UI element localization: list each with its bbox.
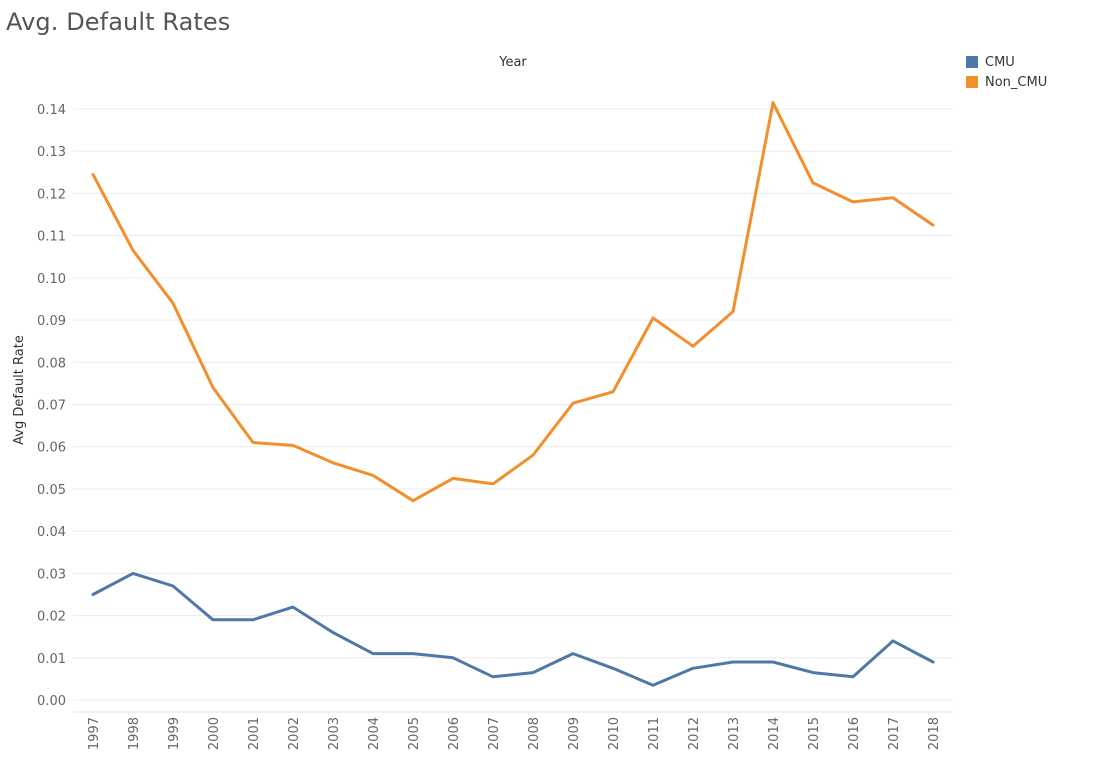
y-tick-label: 0.06	[37, 441, 66, 456]
legend-item-cmu[interactable]: CMU	[966, 52, 1047, 72]
y-tick-label: 0.10	[37, 272, 66, 287]
x-tick-label: 2004	[367, 717, 382, 750]
y-tick-label: 0.12	[37, 187, 66, 202]
legend-label-cmu: CMU	[985, 54, 1015, 70]
series-line-non-cmu[interactable]	[91, 101, 935, 503]
x-tick-label: 2015	[807, 717, 822, 750]
y-tick-label: 0.02	[37, 610, 66, 625]
x-tick-label: 2001	[247, 717, 262, 750]
series-line-cmu[interactable]	[91, 571, 935, 687]
x-tick-label: 2016	[847, 717, 862, 750]
y-tick-labels: 0.00 0.01 0.02 0.03 0.04 0.05 0.06 0.07 0.08 0.09…	[37, 103, 66, 709]
y-tick-label: 0.03	[37, 567, 66, 582]
x-tick-label: 2009	[567, 717, 582, 750]
y-tick-label: 0.09	[37, 314, 66, 329]
series-lines	[91, 101, 935, 687]
y-tick-label: 0.01	[37, 652, 66, 667]
x-tick-label: 2003	[327, 717, 342, 750]
x-tick-labels: 1997 1998 1999 2000 2001 2002 2003 2004 2005 2006…	[87, 717, 942, 750]
chart-title: Avg. Default Rates	[6, 8, 231, 36]
y-tick-label: 0.04	[37, 525, 66, 540]
y-tick-label: 0.14	[37, 103, 66, 118]
gridlines	[73, 108, 953, 713]
y-tick-label: 0.07	[37, 399, 66, 414]
x-tick-label: 1999	[167, 717, 182, 750]
x-tick-label: 2014	[767, 717, 782, 750]
x-axis-title: Year	[498, 55, 527, 70]
y-axis-title: Avg Default Rate	[12, 335, 27, 445]
y-tick-label: 0.13	[37, 145, 66, 160]
x-tick-label: 2006	[447, 717, 462, 750]
x-tick-label: 1997	[87, 717, 102, 750]
legend-label-non-cmu: Non_CMU	[985, 74, 1048, 90]
legend-swatch-cmu	[966, 56, 978, 68]
legend-item-non-cmu[interactable]: Non_CMU	[966, 72, 1047, 92]
x-tick-label: 1998	[127, 717, 142, 750]
x-tick-label: 2017	[887, 717, 902, 750]
legend: CMU Non_CMU	[966, 52, 1047, 92]
x-tick-label: 2010	[607, 717, 622, 750]
x-tick-label: 2011	[647, 717, 662, 750]
x-tick-label: 2018	[927, 717, 942, 750]
x-tick-label: 2002	[287, 717, 302, 750]
y-tick-label: 0.00	[37, 694, 66, 709]
x-tick-label: 2013	[727, 717, 742, 750]
x-tick-label: 2012	[687, 717, 702, 750]
x-tick-label: 2005	[407, 717, 422, 750]
legend-swatch-non-cmu	[966, 76, 978, 88]
y-tick-label: 0.08	[37, 356, 66, 371]
x-tick-label: 2000	[207, 717, 222, 750]
x-tick-label: 2008	[527, 717, 542, 750]
y-tick-label: 0.05	[37, 483, 66, 498]
x-tick-label: 2007	[487, 717, 502, 750]
y-tick-label: 0.11	[37, 230, 66, 245]
